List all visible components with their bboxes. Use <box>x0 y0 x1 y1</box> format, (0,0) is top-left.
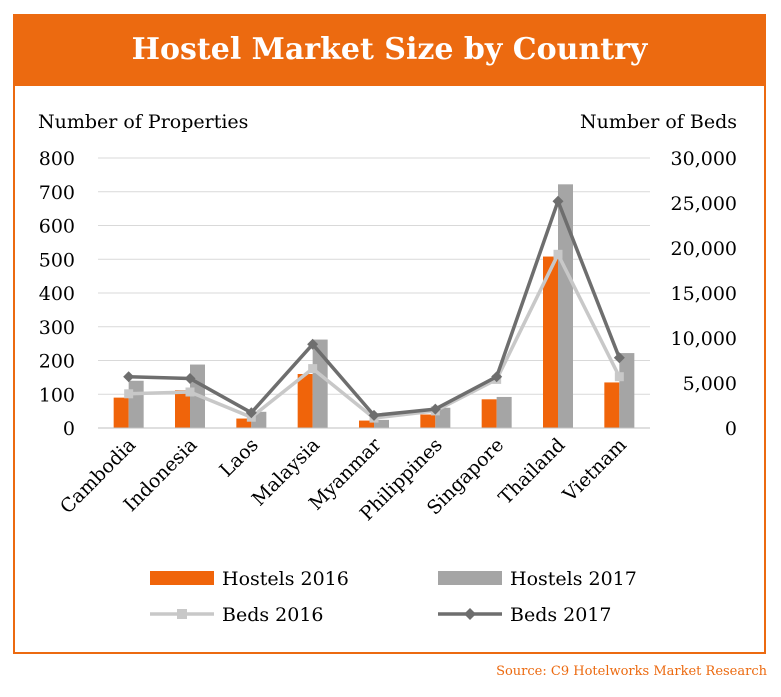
bar-hostels-2016 <box>420 414 436 428</box>
legend-label-beds-2016: Beds 2016 <box>222 604 324 626</box>
y-right-tick-label: 30,000 <box>671 148 737 170</box>
title-bar <box>13 14 766 86</box>
lines <box>123 195 625 423</box>
y-right-tick-label: 10,000 <box>671 328 737 350</box>
y-left-axis-label: Number of Properties <box>38 111 248 133</box>
bar-hostels-2017 <box>128 380 144 428</box>
bar-hostels-2016 <box>604 382 620 428</box>
x-tick-label: Thailand <box>494 434 569 509</box>
legend-label-hostels-2017: Hostels 2017 <box>510 568 637 590</box>
bar-hostels-2016 <box>481 399 497 428</box>
x-tick-label: Vietnam <box>558 434 631 507</box>
axes: 0 100 200 300 400 500 600 700 800 0 5,000 10,000 15,… <box>38 111 737 525</box>
point-beds-2016 <box>308 364 318 374</box>
legend: Hostels 2016 Hostels 2017 Beds 2016 Beds 20… <box>150 568 637 626</box>
point-beds-2017 <box>245 407 257 419</box>
point-beds-2017 <box>429 403 441 415</box>
bar-hostels-2016 <box>175 390 190 428</box>
bar-hostels-2016 <box>113 397 129 428</box>
y-right-tick-label: 15,000 <box>671 283 737 305</box>
legend-marker-beds-2017 <box>464 608 476 620</box>
point-beds-2017 <box>491 371 503 383</box>
legend-swatch-hostels-2017 <box>438 571 502 585</box>
y-right-tick-label: 25,000 <box>671 193 737 215</box>
y-right-tick-label: 20,000 <box>671 238 737 260</box>
legend-swatch-hostels-2016 <box>150 571 214 585</box>
point-beds-2017 <box>307 338 319 350</box>
y-left-tick-label: 300 <box>39 317 75 339</box>
y-left-tick-label: 200 <box>39 351 75 373</box>
y-right-tick-label: 0 <box>725 418 737 440</box>
bar-hostels-2017 <box>496 396 512 428</box>
bar-hostels-2017 <box>312 339 328 428</box>
y-left-tick-label: 0 <box>63 418 75 440</box>
bar-hostels-2017 <box>619 353 635 428</box>
legend-marker-beds-2016 <box>177 609 187 619</box>
y-left-tick-label: 800 <box>39 148 75 170</box>
bar-hostels-2017 <box>558 184 573 428</box>
legend-label-beds-2017: Beds 2017 <box>510 604 612 626</box>
y-right-tick-label: 5,000 <box>683 373 737 395</box>
point-beds-2017 <box>123 371 135 383</box>
point-beds-2017 <box>613 352 625 364</box>
y-right-axis-label: Number of Beds <box>580 111 737 133</box>
point-beds-2016 <box>185 387 195 397</box>
bar-hostels-2016 <box>236 418 252 428</box>
point-beds-2017 <box>184 373 196 384</box>
point-beds-2016 <box>553 249 563 259</box>
y-left-tick-label: 100 <box>39 384 75 406</box>
y-left-tick-label: 600 <box>39 216 75 238</box>
point-beds-2016 <box>124 389 134 399</box>
chart-title: Hostel Market Size by Country <box>131 32 648 67</box>
bar-hostels-2016 <box>543 256 558 428</box>
point-beds-2017 <box>368 409 380 421</box>
point-beds-2017 <box>552 195 564 207</box>
source-note: Source: C9 Hotelworks Market Research <box>496 664 767 679</box>
legend-label-hostels-2016: Hostels 2016 <box>222 568 349 590</box>
bar-hostels-2017 <box>374 419 389 428</box>
x-tick-label: Laos <box>215 434 262 481</box>
bar-hostels-2016 <box>297 374 313 428</box>
point-beds-2016 <box>614 372 624 382</box>
y-left-tick-label: 700 <box>39 182 75 204</box>
bar-hostels-2016 <box>359 420 374 428</box>
y-left-tick-label: 400 <box>39 283 75 305</box>
y-left-tick-label: 500 <box>39 249 75 271</box>
